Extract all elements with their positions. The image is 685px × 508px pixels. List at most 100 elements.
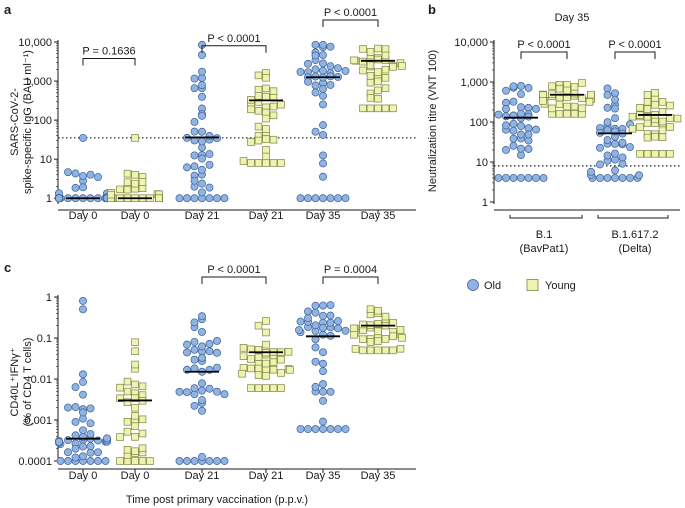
panel-c-point-old — [198, 452, 206, 461]
legend-old-marker — [467, 279, 479, 291]
panel-a-x-tick-label: Day 21 — [185, 210, 220, 222]
panel-c-comparison-pvalue: P = 0.0004 — [324, 264, 377, 276]
panel-c-point-young — [269, 358, 278, 366]
panel-c-point-old — [198, 353, 206, 362]
panel-c-point-young — [123, 427, 132, 436]
panel-c-point-young — [123, 418, 132, 426]
panel-a-x-tick-label: Day 0 — [69, 210, 98, 222]
panel-c-point-young — [398, 334, 406, 342]
panel-c-y-tick-label: 0.1 — [37, 333, 52, 345]
panel-a-point-young — [262, 125, 270, 133]
panel-c-point-old — [319, 348, 327, 357]
panel-b-point-young — [578, 79, 586, 87]
panel-b-point-old — [494, 110, 503, 119]
panel-b-point-young — [658, 126, 667, 135]
panel-a-point-old — [64, 168, 72, 177]
panel-c-point-young — [239, 352, 248, 360]
panel-a-point-young — [262, 114, 270, 123]
panel-c-point-young — [254, 353, 263, 362]
panel-b-point-old — [611, 140, 619, 148]
panel-b-point-young — [570, 110, 579, 118]
panel-c-point-old — [198, 379, 206, 388]
panel-c-point-old — [190, 345, 199, 354]
panel-b-point-old — [517, 122, 525, 130]
panel-c-point-old — [79, 378, 87, 386]
panel-b-point-old — [611, 149, 619, 158]
panel-a-point-old — [296, 194, 305, 203]
panel-a-point-young — [359, 66, 367, 75]
panel-c-point-old — [205, 339, 214, 348]
panel-b-point-old — [517, 144, 525, 153]
panel-b-point-young — [563, 86, 571, 95]
panel-c-ylabel-line1: CD40L⁺IFNγ⁺ — [9, 347, 21, 416]
panel-b-point-old — [603, 90, 612, 99]
panel-b-point-young — [651, 150, 659, 158]
panel-c-point-young — [396, 344, 405, 353]
panel-a-point-young — [359, 104, 367, 113]
panel-c-point-young — [116, 394, 124, 403]
panel-b-point-young — [628, 125, 637, 133]
panel-c-point-old — [296, 425, 305, 434]
panel-a-comparison-pvalue: P = 0.1636 — [82, 46, 135, 58]
panel-a-point-young — [107, 190, 115, 199]
panel-a-point-old — [319, 91, 327, 100]
panel-c-point-old — [334, 425, 342, 434]
panel-a-point-old — [334, 64, 342, 73]
panel-a-point-young — [359, 45, 367, 53]
panel-a-point-young — [381, 84, 390, 92]
panel-a-point-old — [198, 92, 206, 101]
panel-b-point-old — [603, 173, 612, 182]
panel-b-point-young — [651, 132, 659, 141]
panel-b-comparison-pvalue: P < 0.0001 — [517, 39, 570, 51]
panel-b-point-old — [524, 112, 533, 121]
panel-c-point-old — [64, 448, 72, 457]
panel-a-point-young — [131, 134, 139, 142]
panel-a-point-young — [366, 104, 375, 113]
panel-b-point-old — [603, 103, 612, 112]
panel-a-point-young — [254, 136, 263, 145]
panel-a-point-young — [381, 45, 390, 53]
panel-b-point-young — [673, 114, 682, 123]
panel-c-point-young — [138, 444, 147, 453]
panel-b-point-old — [509, 82, 518, 91]
panel-a-point-young — [155, 194, 163, 202]
panel-c-point-young — [350, 331, 358, 339]
panel-b-point-young — [548, 104, 556, 113]
panel-c-point-young — [277, 355, 285, 364]
panel-a-comparison-bracket — [322, 19, 379, 27]
panel-c-point-old — [198, 386, 206, 395]
panel-c-point-young — [254, 384, 263, 392]
panel-b-y-tick-label: 1 — [482, 197, 488, 209]
panel-a-point-young — [138, 184, 147, 192]
panel-a-point-old — [326, 194, 335, 203]
panel-a: SARS-CoV-2- spike-specific IgG (BAU ml⁻¹… — [9, 7, 416, 222]
panel-c-point-old — [326, 425, 335, 434]
panel-b-point-young — [555, 110, 564, 118]
panel-c-point-young — [131, 347, 139, 356]
panel-c-point-young — [277, 384, 285, 392]
panel-a-point-old — [190, 151, 199, 160]
panel-a-point-young — [254, 159, 263, 167]
panel-c-point-young — [262, 384, 270, 392]
panel-b-point-old — [587, 167, 595, 176]
panel-b-point-young — [628, 112, 637, 121]
panel-c-point-old — [319, 311, 327, 320]
panel-b-point-young — [658, 150, 667, 158]
panel-c-comparison-bracket — [201, 276, 267, 284]
panel-c-point-old — [94, 448, 102, 457]
panel-a-ylabel-line1: SARS-CoV-2- — [9, 88, 21, 156]
panel-a-point-old — [311, 40, 320, 49]
panel-a-y-tick-label: 10,000 — [18, 37, 52, 49]
panel-c-point-young — [277, 369, 285, 377]
panel-b-point-old — [502, 121, 510, 130]
panel-c-point-young — [381, 346, 390, 355]
panel-c-point-old — [101, 457, 110, 465]
panel-a-point-old — [198, 154, 206, 163]
panel-a-point-old — [311, 65, 320, 74]
panel-c-point-young — [286, 366, 294, 374]
panel-a-point-young — [350, 56, 358, 65]
panel-a-point-old — [175, 194, 184, 203]
panel-a-point-young — [366, 61, 375, 70]
panel-a-point-young — [262, 92, 270, 101]
panel-b: Day 35 Neutralization titre (VNT 100) 10… — [427, 12, 682, 255]
